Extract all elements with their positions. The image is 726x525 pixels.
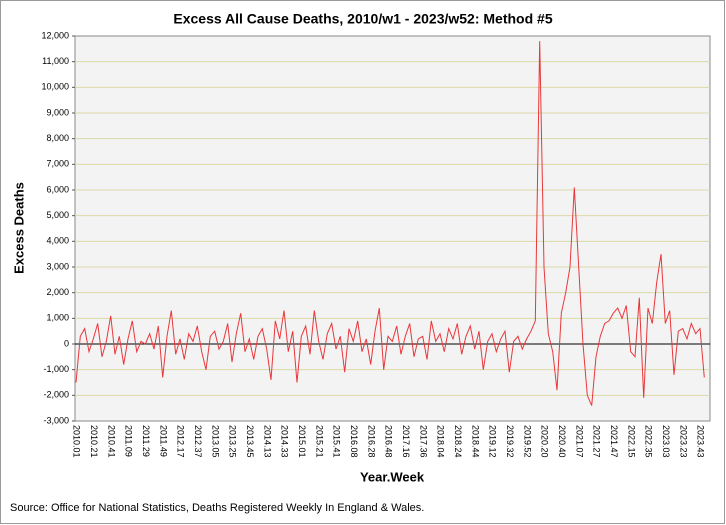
x-tick-label: 2015.21 <box>314 425 324 458</box>
x-tick-label: 2017.36 <box>418 425 428 458</box>
x-tick-label: 2015.41 <box>332 425 342 458</box>
x-tick-label: 2021.07 <box>574 425 584 458</box>
x-tick-label: 2014.13 <box>262 425 272 458</box>
y-tick-label: 5,000 <box>46 210 69 220</box>
source-note: Source: Office for National Statistics, … <box>10 502 424 514</box>
chart-title: Excess All Cause Deaths, 2010/w1 - 2023/… <box>173 11 552 27</box>
x-tick-label: 2023.43 <box>696 425 706 458</box>
x-tick-label: 2010.21 <box>89 425 99 458</box>
x-tick-label: 2019.32 <box>505 425 515 458</box>
y-tick-label: -2,000 <box>43 390 69 400</box>
x-tick-label: 2016.48 <box>384 425 394 458</box>
x-tick-label: 2019.52 <box>522 425 532 458</box>
x-tick-label: 2018.24 <box>453 425 463 458</box>
x-tick-label: 2013.45 <box>245 425 255 458</box>
x-tick-label: 2022.15 <box>626 425 636 458</box>
x-tick-label: 2022.35 <box>644 425 654 458</box>
x-tick-label: 2012.17 <box>176 425 186 458</box>
x-axis-label: Year.Week <box>360 469 425 484</box>
x-tick-label: 2021.47 <box>609 425 619 458</box>
x-tick-label: 2013.05 <box>210 425 220 458</box>
y-tick-label: 3,000 <box>46 261 69 271</box>
y-tick-label: -3,000 <box>43 415 69 425</box>
x-tick-label: 2011.29 <box>141 425 151 457</box>
y-tick-label: 9,000 <box>46 107 69 117</box>
x-tick-label: 2021.27 <box>592 425 602 458</box>
x-tick-label: 2010.41 <box>106 425 116 458</box>
x-tick-label: 2011.49 <box>158 425 168 457</box>
x-tick-label: 2020.40 <box>557 425 567 458</box>
x-tick-label: 2012.37 <box>193 425 203 458</box>
y-tick-label: 0 <box>64 338 69 348</box>
x-tick-label: 2016.08 <box>349 425 359 458</box>
y-axis-label: Excess Deaths <box>11 182 26 274</box>
x-tick-label: 2010.01 <box>72 425 82 458</box>
y-tick-label: 12,000 <box>41 30 69 40</box>
x-tick-label: 2023.03 <box>661 425 671 458</box>
y-tick-label: -1,000 <box>43 364 69 374</box>
data-line <box>75 41 705 406</box>
y-tick-label: 2,000 <box>46 287 69 297</box>
y-tick-label: 10,000 <box>41 82 69 92</box>
x-tick-label: 2019.12 <box>488 425 498 458</box>
x-tick-label: 2011.09 <box>124 425 134 457</box>
y-tick-label: 7,000 <box>46 159 69 169</box>
y-tick-label: 4,000 <box>46 236 69 246</box>
y-tick-label: 11,000 <box>42 56 69 66</box>
x-tick-label: 2023.23 <box>678 425 688 458</box>
x-tick-label: 2018.44 <box>470 425 480 458</box>
x-tick-label: 2014.33 <box>280 425 290 458</box>
y-tick-label: 1,000 <box>46 313 69 323</box>
x-tick-label: 2020.20 <box>540 425 550 458</box>
x-tick-label: 2017.16 <box>401 425 411 458</box>
x-tick-label: 2016.28 <box>366 425 376 458</box>
plot-area <box>74 35 711 422</box>
y-tick-label: 6,000 <box>46 184 69 194</box>
x-tick-label: 2013.25 <box>228 425 238 458</box>
x-tick-label: 2015.01 <box>297 425 307 458</box>
y-tick-label: 8,000 <box>46 133 69 143</box>
x-tick-label: 2018.04 <box>436 425 446 458</box>
